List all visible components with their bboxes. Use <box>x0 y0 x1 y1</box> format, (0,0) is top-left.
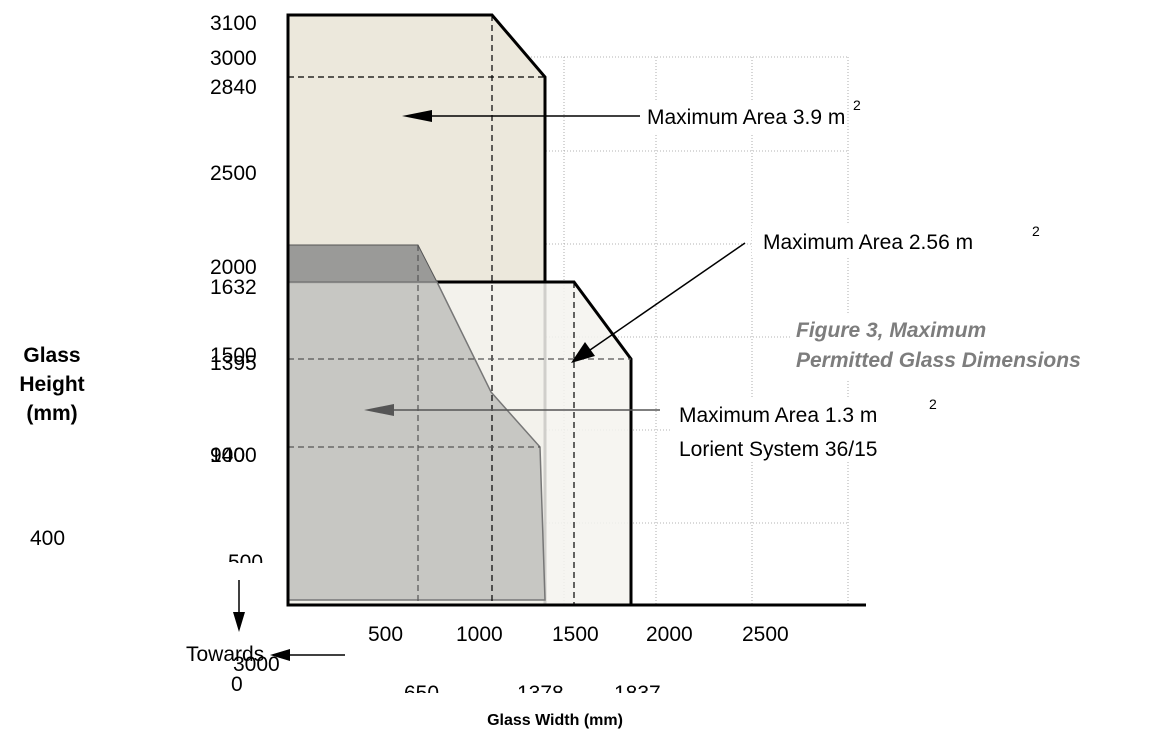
towards-label: Towards <box>186 643 264 666</box>
y-tick: 3100 <box>210 12 257 35</box>
x-ticks: 500 1000 1500 2000 2500 650 1378 1837 <box>368 623 789 705</box>
annotation-area-3-9: Maximum Area 3.9 m <box>647 106 845 129</box>
caption-bg <box>790 315 1162 381</box>
x-tick: 1000 <box>456 623 503 646</box>
towards-3000: 3000 <box>233 653 280 676</box>
annotation-area-1-3: Maximum Area 1.3 m <box>679 404 877 427</box>
y-tick: 400 <box>30 527 65 550</box>
y-tick: 2500 <box>210 162 257 185</box>
y-axis-title-1: Glass <box>23 344 80 367</box>
annotation-sup: 2 <box>853 97 861 113</box>
x-tick: 2500 <box>742 623 789 646</box>
y-tick: 1500 <box>210 344 257 367</box>
arrow-3-9-head <box>402 110 432 122</box>
x-tick: 500 <box>368 623 403 646</box>
y-tick: 2840 <box>210 76 257 99</box>
origin-zero: 0 <box>231 673 243 696</box>
y-tick: 2000 <box>210 256 257 279</box>
y-tick: 1395 <box>210 352 257 375</box>
y-axis-title-2: Height <box>19 373 84 396</box>
towards-left-head <box>270 649 290 661</box>
y-tick: 940 <box>210 444 245 467</box>
region-1-3-dark <box>287 244 438 283</box>
y-tick: 1632 <box>210 276 257 299</box>
ann-bg <box>752 224 902 258</box>
y-tick: 3000 <box>210 47 257 70</box>
x-tick: 1500 <box>552 623 599 646</box>
y-axis-title-3: (mm) <box>26 402 77 425</box>
annotation-sup: 2 <box>929 396 937 412</box>
y-ticks: 3100 3000 2840 2500 2000 1632 1500 1395 … <box>30 12 263 574</box>
ann-bg <box>672 398 942 460</box>
label-clip-mask <box>220 563 286 575</box>
bottom-clip-mask <box>398 693 868 703</box>
annotation-system: Lorient System 36/15 <box>679 438 877 461</box>
x-tick: 2000 <box>646 623 693 646</box>
ann-bg <box>641 100 841 134</box>
callouts <box>233 110 746 661</box>
annotation-sup: 2 <box>1032 223 1040 239</box>
annotation-area-2-56: Maximum Area 2.56 m <box>763 231 973 254</box>
y-tick: 1000 <box>210 444 257 467</box>
arrow-2-56-line <box>589 242 746 351</box>
annotations: Maximum Area 3.9 m 2 Maximum Area 2.56 m… <box>641 97 1040 461</box>
towards-down-head <box>233 612 245 632</box>
figure-caption-line2: Permitted Glass Dimensions <box>796 349 1081 372</box>
arrow-1-3-head <box>364 404 394 416</box>
x-axis-title: Glass Width (mm) <box>487 712 623 729</box>
figure-caption-line1: Figure 3, Maximum <box>796 319 986 342</box>
arrow-2-56-head <box>571 342 595 363</box>
